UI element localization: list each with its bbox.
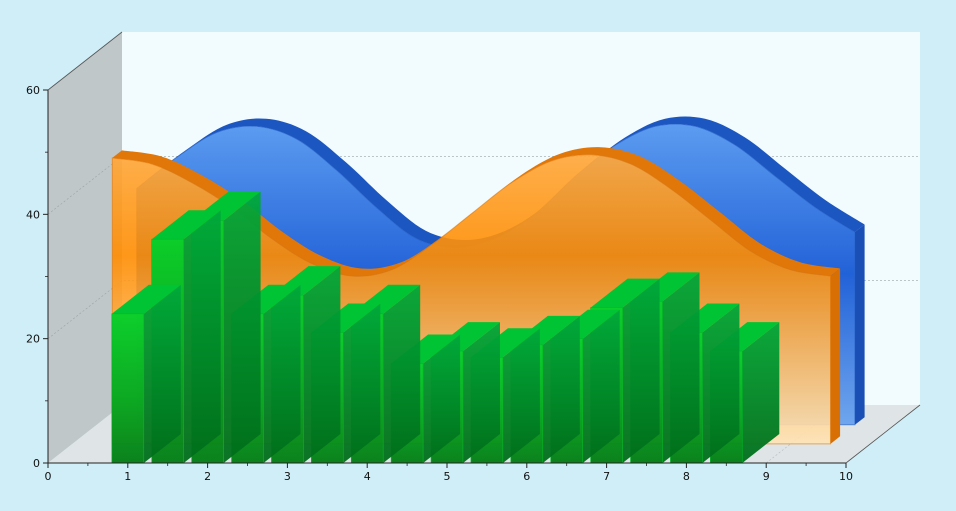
bar-side: [343, 303, 381, 463]
x-tick-label: 8: [683, 470, 690, 483]
bar-side: [742, 322, 780, 463]
side-wall: [48, 32, 122, 463]
y-tick-label: 60: [26, 84, 40, 97]
bar-side: [662, 272, 700, 463]
x-tick-label: 4: [364, 470, 371, 483]
bar-side: [702, 303, 740, 463]
depth-axis-top: [47, 31, 123, 91]
x-tick-label: 3: [284, 470, 291, 483]
blue-area-end-cap: [854, 224, 865, 425]
bar-side: [383, 284, 421, 463]
bar-side: [542, 315, 580, 463]
bar-side: [582, 309, 620, 463]
x-tick-label: 1: [124, 470, 131, 483]
x-tick-label: 7: [603, 470, 610, 483]
bar-side: [223, 191, 261, 463]
orange-area-end-cap: [830, 268, 841, 444]
bar-side: [303, 266, 341, 463]
bar-front: [111, 313, 145, 464]
x-tick-label: 9: [763, 470, 770, 483]
bar-side: [463, 322, 500, 463]
x-tick-label: 0: [45, 470, 52, 483]
y-tick-label: 40: [26, 208, 40, 221]
x-tick-label: 6: [523, 470, 530, 483]
bar-side: [263, 284, 301, 463]
orange-area-top-ribbon: [112, 147, 841, 277]
bar-side: [622, 278, 660, 463]
bar-top: [111, 284, 181, 314]
bar-1: [111, 284, 181, 464]
axes-layer: 0 1 2 3 4 5 6 7 8 9 10 0 20 40 60: [26, 31, 921, 483]
y-tick-label: 20: [26, 333, 40, 346]
x-tick-label: 10: [839, 470, 853, 483]
blue-area-top-ribbon: [136, 116, 865, 248]
bar-side: [183, 210, 221, 463]
series-bars: [111, 191, 780, 464]
y-tick-label: 0: [33, 457, 40, 470]
bar-side: [502, 328, 540, 463]
bar-side: [143, 284, 181, 463]
bar-side: [423, 334, 461, 463]
depth-axis-right: [845, 404, 921, 464]
bar-top: [590, 278, 660, 308]
x-tick-label: 5: [444, 470, 451, 483]
x-tick-label: 2: [204, 470, 211, 483]
bar-top: [151, 210, 221, 240]
